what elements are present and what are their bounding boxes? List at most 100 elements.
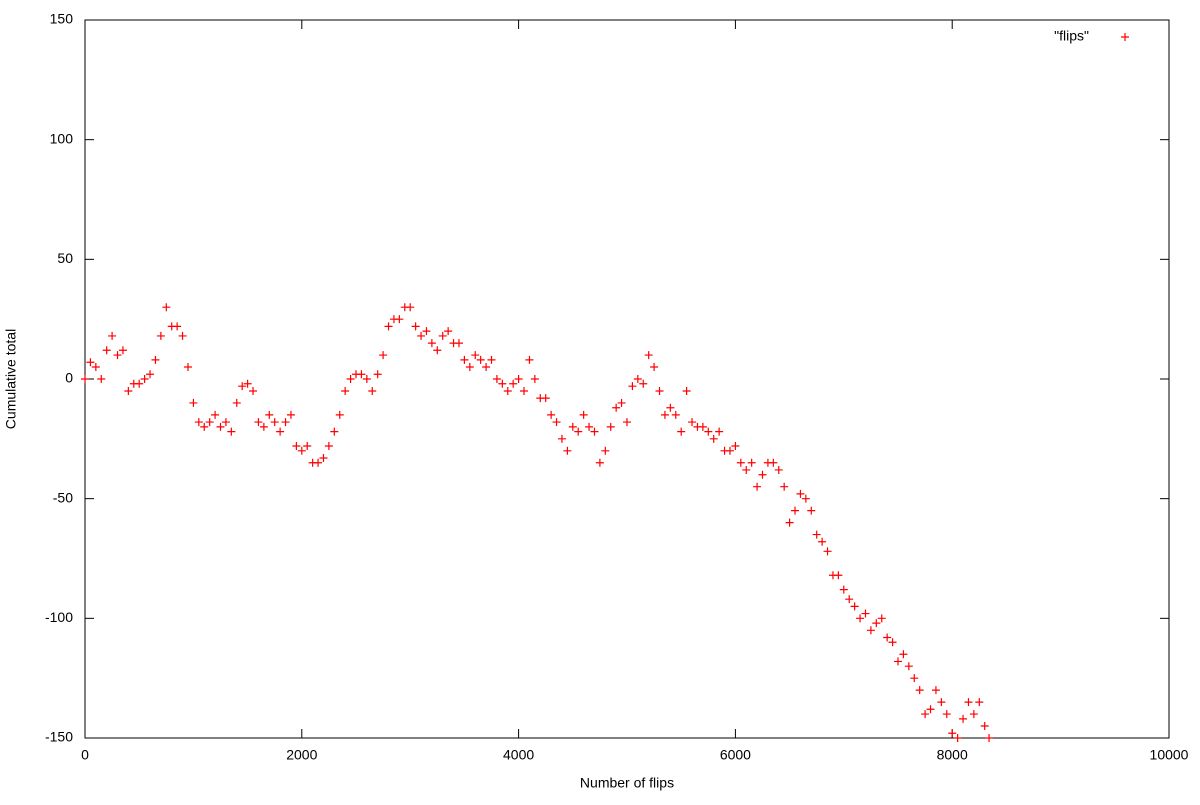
point [146,370,155,379]
y-axis-label: Cumulative total [3,329,19,429]
point [563,446,572,455]
point [650,363,659,372]
point [509,379,518,388]
point [579,410,588,419]
point [341,386,350,395]
point [211,410,220,419]
point [850,602,859,611]
point [910,674,919,683]
point [205,418,214,427]
point [113,351,122,360]
point [617,398,626,407]
x-tick-label: 6000 [720,747,751,763]
y-tick-label: 150 [50,11,74,27]
x-tick-label: 10000 [1150,747,1189,763]
point [557,434,566,443]
point [297,446,306,455]
point [731,442,740,451]
point [839,585,848,594]
point [444,327,453,336]
plot-frame [84,19,1170,739]
point [877,614,886,623]
x-tick-label: 4000 [503,747,534,763]
point [411,322,420,331]
point [460,355,469,364]
point [606,422,615,431]
point [319,453,328,462]
point [753,482,762,491]
x-tick-label: 8000 [937,747,968,763]
x-tick-label: 0 [81,747,89,763]
point [628,382,637,391]
point [189,398,198,407]
point [140,375,149,383]
point [221,418,230,427]
point [281,418,290,427]
point [704,427,713,436]
point [725,446,734,455]
point [872,619,881,628]
point [357,370,366,379]
point [530,375,539,383]
point [807,506,816,515]
point [834,571,843,580]
point [97,375,106,383]
point [232,398,241,407]
point [688,418,697,427]
point [384,322,393,331]
y-tick-label: -50 [53,489,73,505]
point [601,446,610,455]
point [482,363,491,372]
point [91,363,100,372]
point [856,614,865,623]
point [926,705,935,714]
point [265,410,274,419]
point [547,410,556,419]
point [660,410,669,419]
point [677,427,686,436]
point [422,327,431,336]
point [612,403,621,412]
point [471,351,480,360]
point [682,386,691,395]
point [964,698,973,707]
point [791,506,800,515]
point [492,375,501,383]
point [644,351,653,360]
point [514,375,523,383]
point [818,537,827,546]
point [769,458,778,467]
point [861,609,870,618]
point [373,370,382,379]
point [254,418,263,427]
point [595,458,604,467]
point [135,379,144,388]
point [362,375,371,383]
point [585,422,594,431]
point [194,418,203,427]
point [866,626,875,635]
point [666,403,675,412]
point [178,331,187,340]
point [736,458,745,467]
y-tick-label: 100 [50,130,74,146]
point [639,379,648,388]
point [438,331,447,340]
point [623,418,631,427]
point [151,355,160,364]
point [969,710,978,719]
point [249,386,258,395]
point [173,322,182,331]
point [931,686,940,695]
point [216,422,225,431]
point [894,657,902,666]
point [243,379,252,388]
legend-marker [1121,33,1129,41]
point [156,331,165,340]
point [774,465,783,474]
point [183,363,192,372]
point [330,427,339,436]
point [86,358,95,367]
point [796,489,805,498]
point [276,427,285,436]
